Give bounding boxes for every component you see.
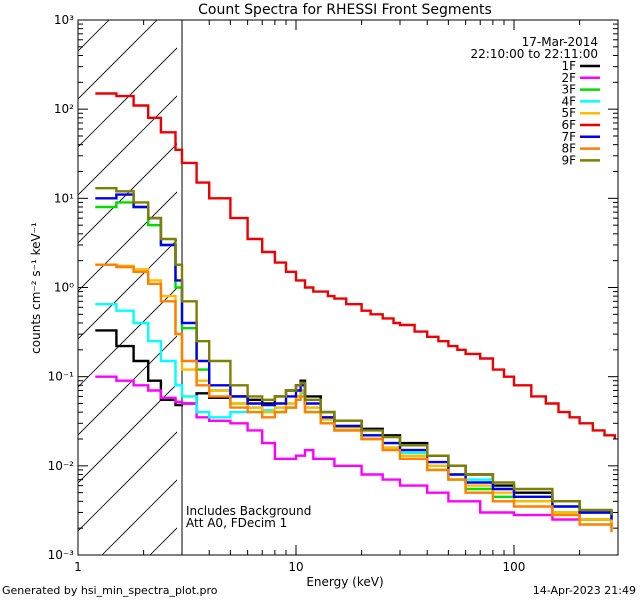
hatch-line <box>78 191 177 292</box>
x-tick-label: 1 <box>74 560 82 574</box>
legend-label: 2F <box>561 71 576 85</box>
series-line-9F <box>95 187 613 516</box>
date-label: 17-Mar-2014 <box>522 35 598 49</box>
time-range-label: 22:10:00 to 22:11:00 <box>471 47 598 61</box>
legend-label: 5F <box>561 106 576 120</box>
plot-frame <box>77 19 619 556</box>
hatched-region <box>78 0 640 555</box>
attenuator-note: Att A0, FDecim 1 <box>186 516 287 530</box>
series-line-4F <box>95 303 613 520</box>
hatch-line <box>78 20 158 100</box>
hatch-line <box>78 431 177 532</box>
y-tick-label: 10⁻³ <box>48 548 75 562</box>
y-tick-label: 10⁰ <box>54 281 74 295</box>
y-tick-label: 10⁻² <box>48 459 75 473</box>
y-tick-label: 10¹ <box>54 191 74 205</box>
series-line-6F <box>95 92 616 439</box>
x-tick-label: 100 <box>503 560 526 574</box>
x-tick-label: 10 <box>288 560 303 574</box>
series-line-2F <box>95 375 613 525</box>
hatch-line <box>78 47 177 148</box>
chart-title: Count Spectra for RHESSI Front Segments <box>198 2 492 18</box>
background-note: Includes Background <box>186 504 311 518</box>
hatch-line <box>246 0 640 555</box>
series-group <box>95 92 616 533</box>
legend-label: 9F <box>561 153 576 167</box>
y-tick-label: 10³ <box>54 13 74 27</box>
series-line-7F <box>95 193 613 520</box>
legend-label: 4F <box>561 94 576 108</box>
series-line-3F <box>95 201 613 529</box>
legend-label: 3F <box>561 83 576 97</box>
hatch-line <box>78 335 177 436</box>
legend-label: 1F <box>561 59 576 73</box>
legend-label: 7F <box>561 130 576 144</box>
axis-ticks <box>77 20 619 556</box>
footer-generated-by: Generated by hsi_min_spectra_plot.pro <box>2 584 218 597</box>
y-tick-label: 10⁻¹ <box>48 370 75 384</box>
legend-label: 6F <box>561 118 576 132</box>
hatch-line <box>78 239 177 340</box>
y-tick-label: 10² <box>54 102 74 116</box>
legend-label: 8F <box>561 142 576 156</box>
y-axis-label: counts cm⁻² s⁻¹ keV⁻¹ <box>29 222 43 354</box>
x-axis-label: Energy (keV) <box>306 575 383 589</box>
hatch-line <box>78 383 177 484</box>
hatch-line <box>78 287 177 388</box>
series-line-8F <box>95 263 613 533</box>
footer-timestamp: 14-Apr-2023 21:49 <box>533 584 636 597</box>
